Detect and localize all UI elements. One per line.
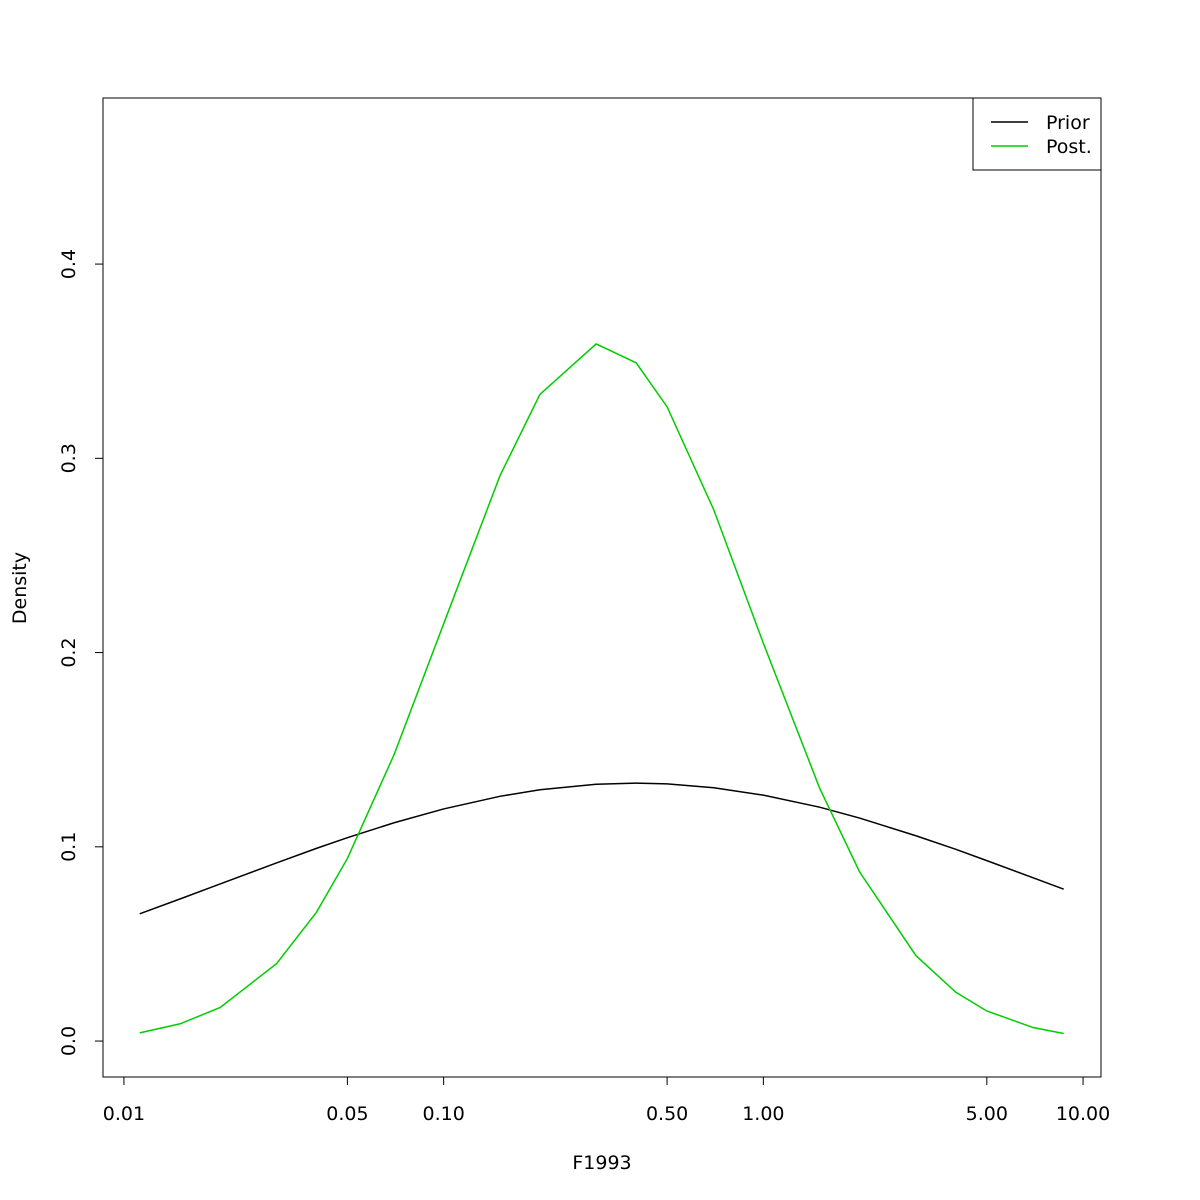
legend-label: Post. [1046, 136, 1092, 158]
series-line [139, 343, 1064, 1035]
x-tick-label: 0.05 [326, 1103, 368, 1125]
y-tick-label: 0.2 [58, 637, 80, 667]
legend-label: Prior [1046, 112, 1090, 134]
y-tick-label: 0.3 [58, 443, 80, 473]
plot-frame [102, 97, 1102, 1078]
x-tick-label: 10.00 [1056, 1103, 1110, 1125]
x-tick-label: 1.00 [742, 1103, 784, 1125]
x-tick-label: 5.00 [966, 1103, 1008, 1125]
x-tick-label: 0.50 [646, 1103, 688, 1125]
series-line [139, 782, 1064, 915]
y-tick-label: 0.4 [58, 249, 80, 279]
x-axis-label: F1993 [572, 1152, 631, 1174]
legend-box [972, 97, 1102, 171]
x-tick-label: 0.01 [103, 1103, 145, 1125]
x-tick-label: 0.10 [422, 1103, 464, 1125]
y-axis-label: Density [9, 552, 31, 624]
y-tick-label: 0.1 [58, 832, 80, 862]
y-tick-label: 0.0 [58, 1026, 80, 1056]
